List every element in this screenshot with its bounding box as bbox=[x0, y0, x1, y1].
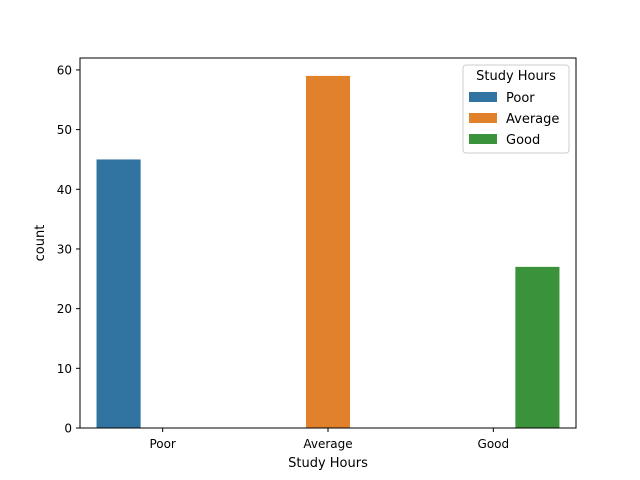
y-tick-label: 30 bbox=[57, 242, 72, 256]
y-axis-ticks: 0 10 20 30 40 50 60 bbox=[57, 63, 80, 436]
y-tick-label: 40 bbox=[57, 183, 72, 197]
legend-label-good: Good bbox=[506, 133, 540, 148]
legend-swatch-average bbox=[469, 113, 497, 123]
bar-average-average bbox=[305, 75, 351, 428]
legend-label-average: Average bbox=[506, 112, 559, 127]
bar-good-good bbox=[515, 266, 560, 428]
y-tick-label: 20 bbox=[57, 302, 72, 316]
legend-swatch-good bbox=[469, 134, 497, 144]
x-tick-label: Average bbox=[303, 437, 352, 451]
legend-label-poor: Poor bbox=[506, 91, 535, 106]
legend-swatch-poor bbox=[469, 92, 497, 102]
y-axis-label: count bbox=[33, 225, 48, 262]
legend-box bbox=[462, 64, 570, 154]
bar-poor-poor bbox=[96, 159, 141, 429]
legend-title: Study Hours bbox=[476, 69, 556, 84]
y-tick-label: 50 bbox=[57, 123, 72, 137]
x-tick-label: Poor bbox=[149, 437, 175, 451]
x-tick-label: Good bbox=[478, 437, 510, 451]
legend-entries: Poor Average Good bbox=[469, 91, 559, 148]
legend: Study Hours Poor Average Good bbox=[462, 64, 570, 154]
bars-layer bbox=[96, 75, 560, 429]
y-tick-label: 60 bbox=[57, 63, 72, 77]
x-axis-ticks: Poor Average Good bbox=[149, 428, 509, 451]
y-tick-label: 10 bbox=[57, 362, 72, 376]
x-axis-label: Study Hours bbox=[288, 456, 368, 471]
y-tick-label: 0 bbox=[64, 422, 72, 436]
